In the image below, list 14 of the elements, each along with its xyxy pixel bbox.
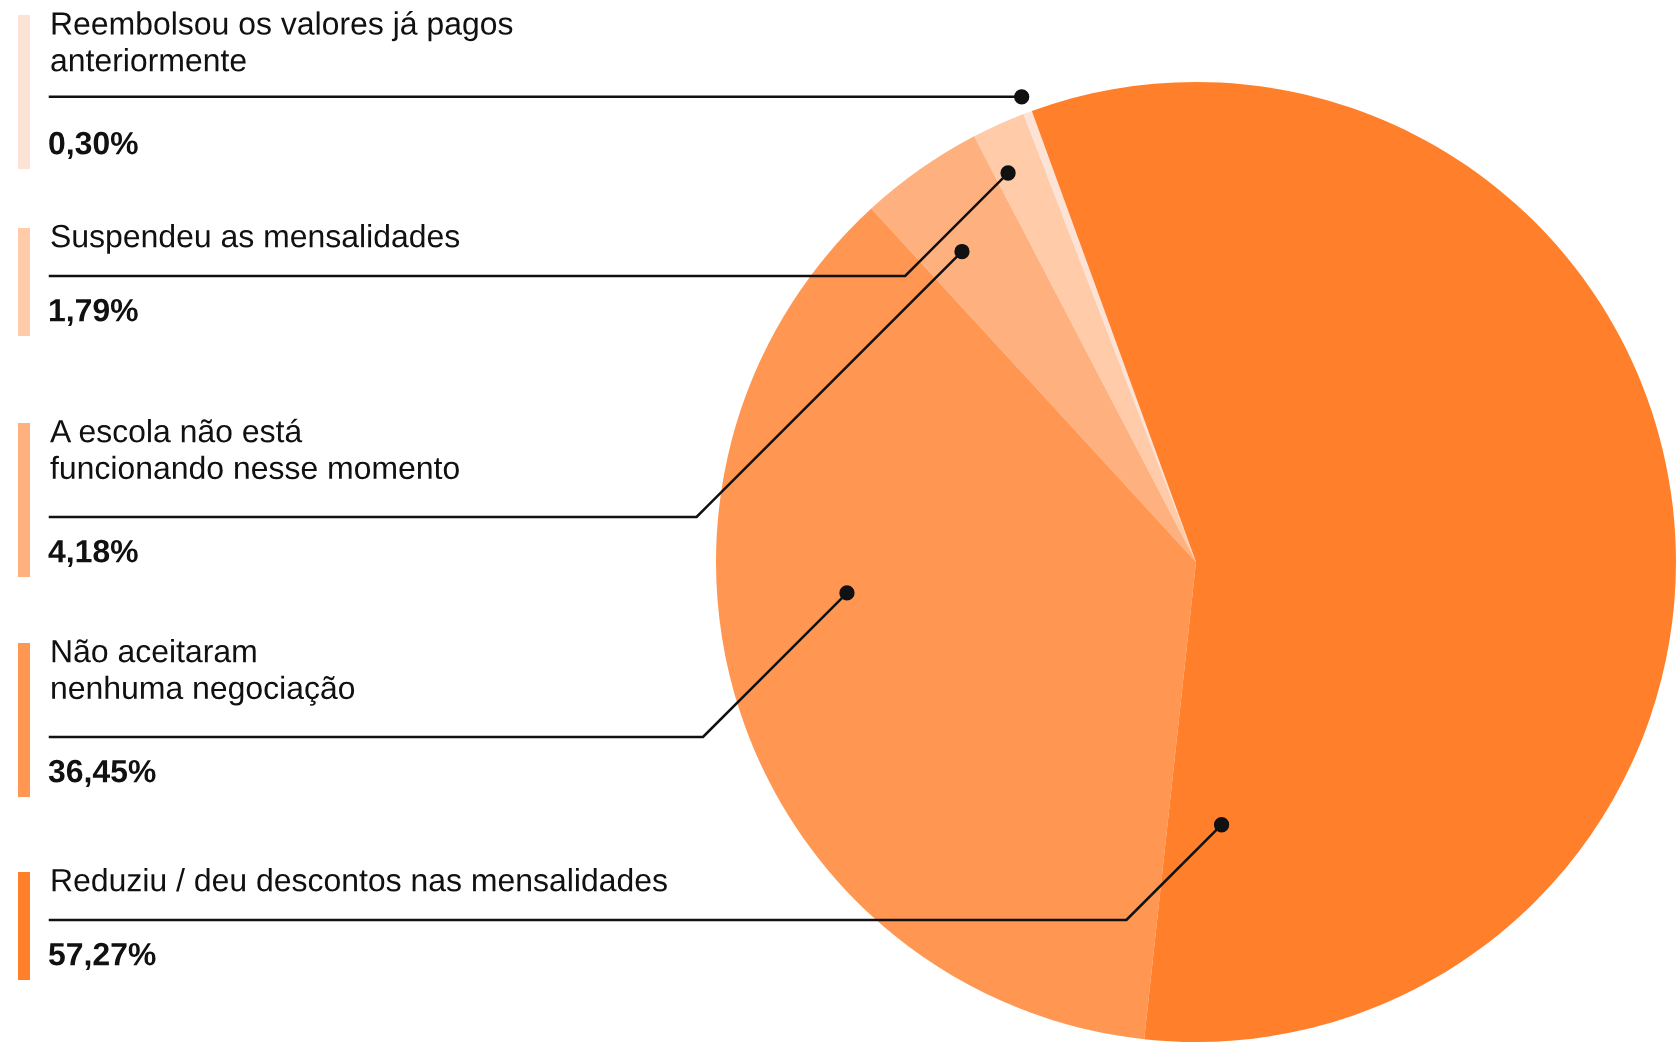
data-label: 0,30%: [49, 131, 138, 160]
slice-label: Não aceitaram nenhuma negociação: [52, 639, 355, 706]
pie-slice: [871, 136, 1196, 562]
slice-label: Reembolsou os valores já pagos anteriormente: [51, 11, 513, 72]
slice-label: A escola não está funcionando nesse momento: [50, 418, 459, 480]
slice-label: Suspendeu as mensalidades: [51, 224, 460, 254]
data-label: 1,79%: [50, 298, 138, 327]
data-label: 36,45%: [48, 759, 156, 788]
pie-slice: [1031, 82, 1676, 1042]
pie-slice: [716, 208, 1196, 1040]
data-label: 57,27%: [48, 942, 156, 971]
data-label: 4,18%: [48, 539, 138, 568]
slice-label: Reduziu / deu descontos nas mensalidades: [52, 868, 667, 892]
pie-slice: [974, 114, 1196, 562]
